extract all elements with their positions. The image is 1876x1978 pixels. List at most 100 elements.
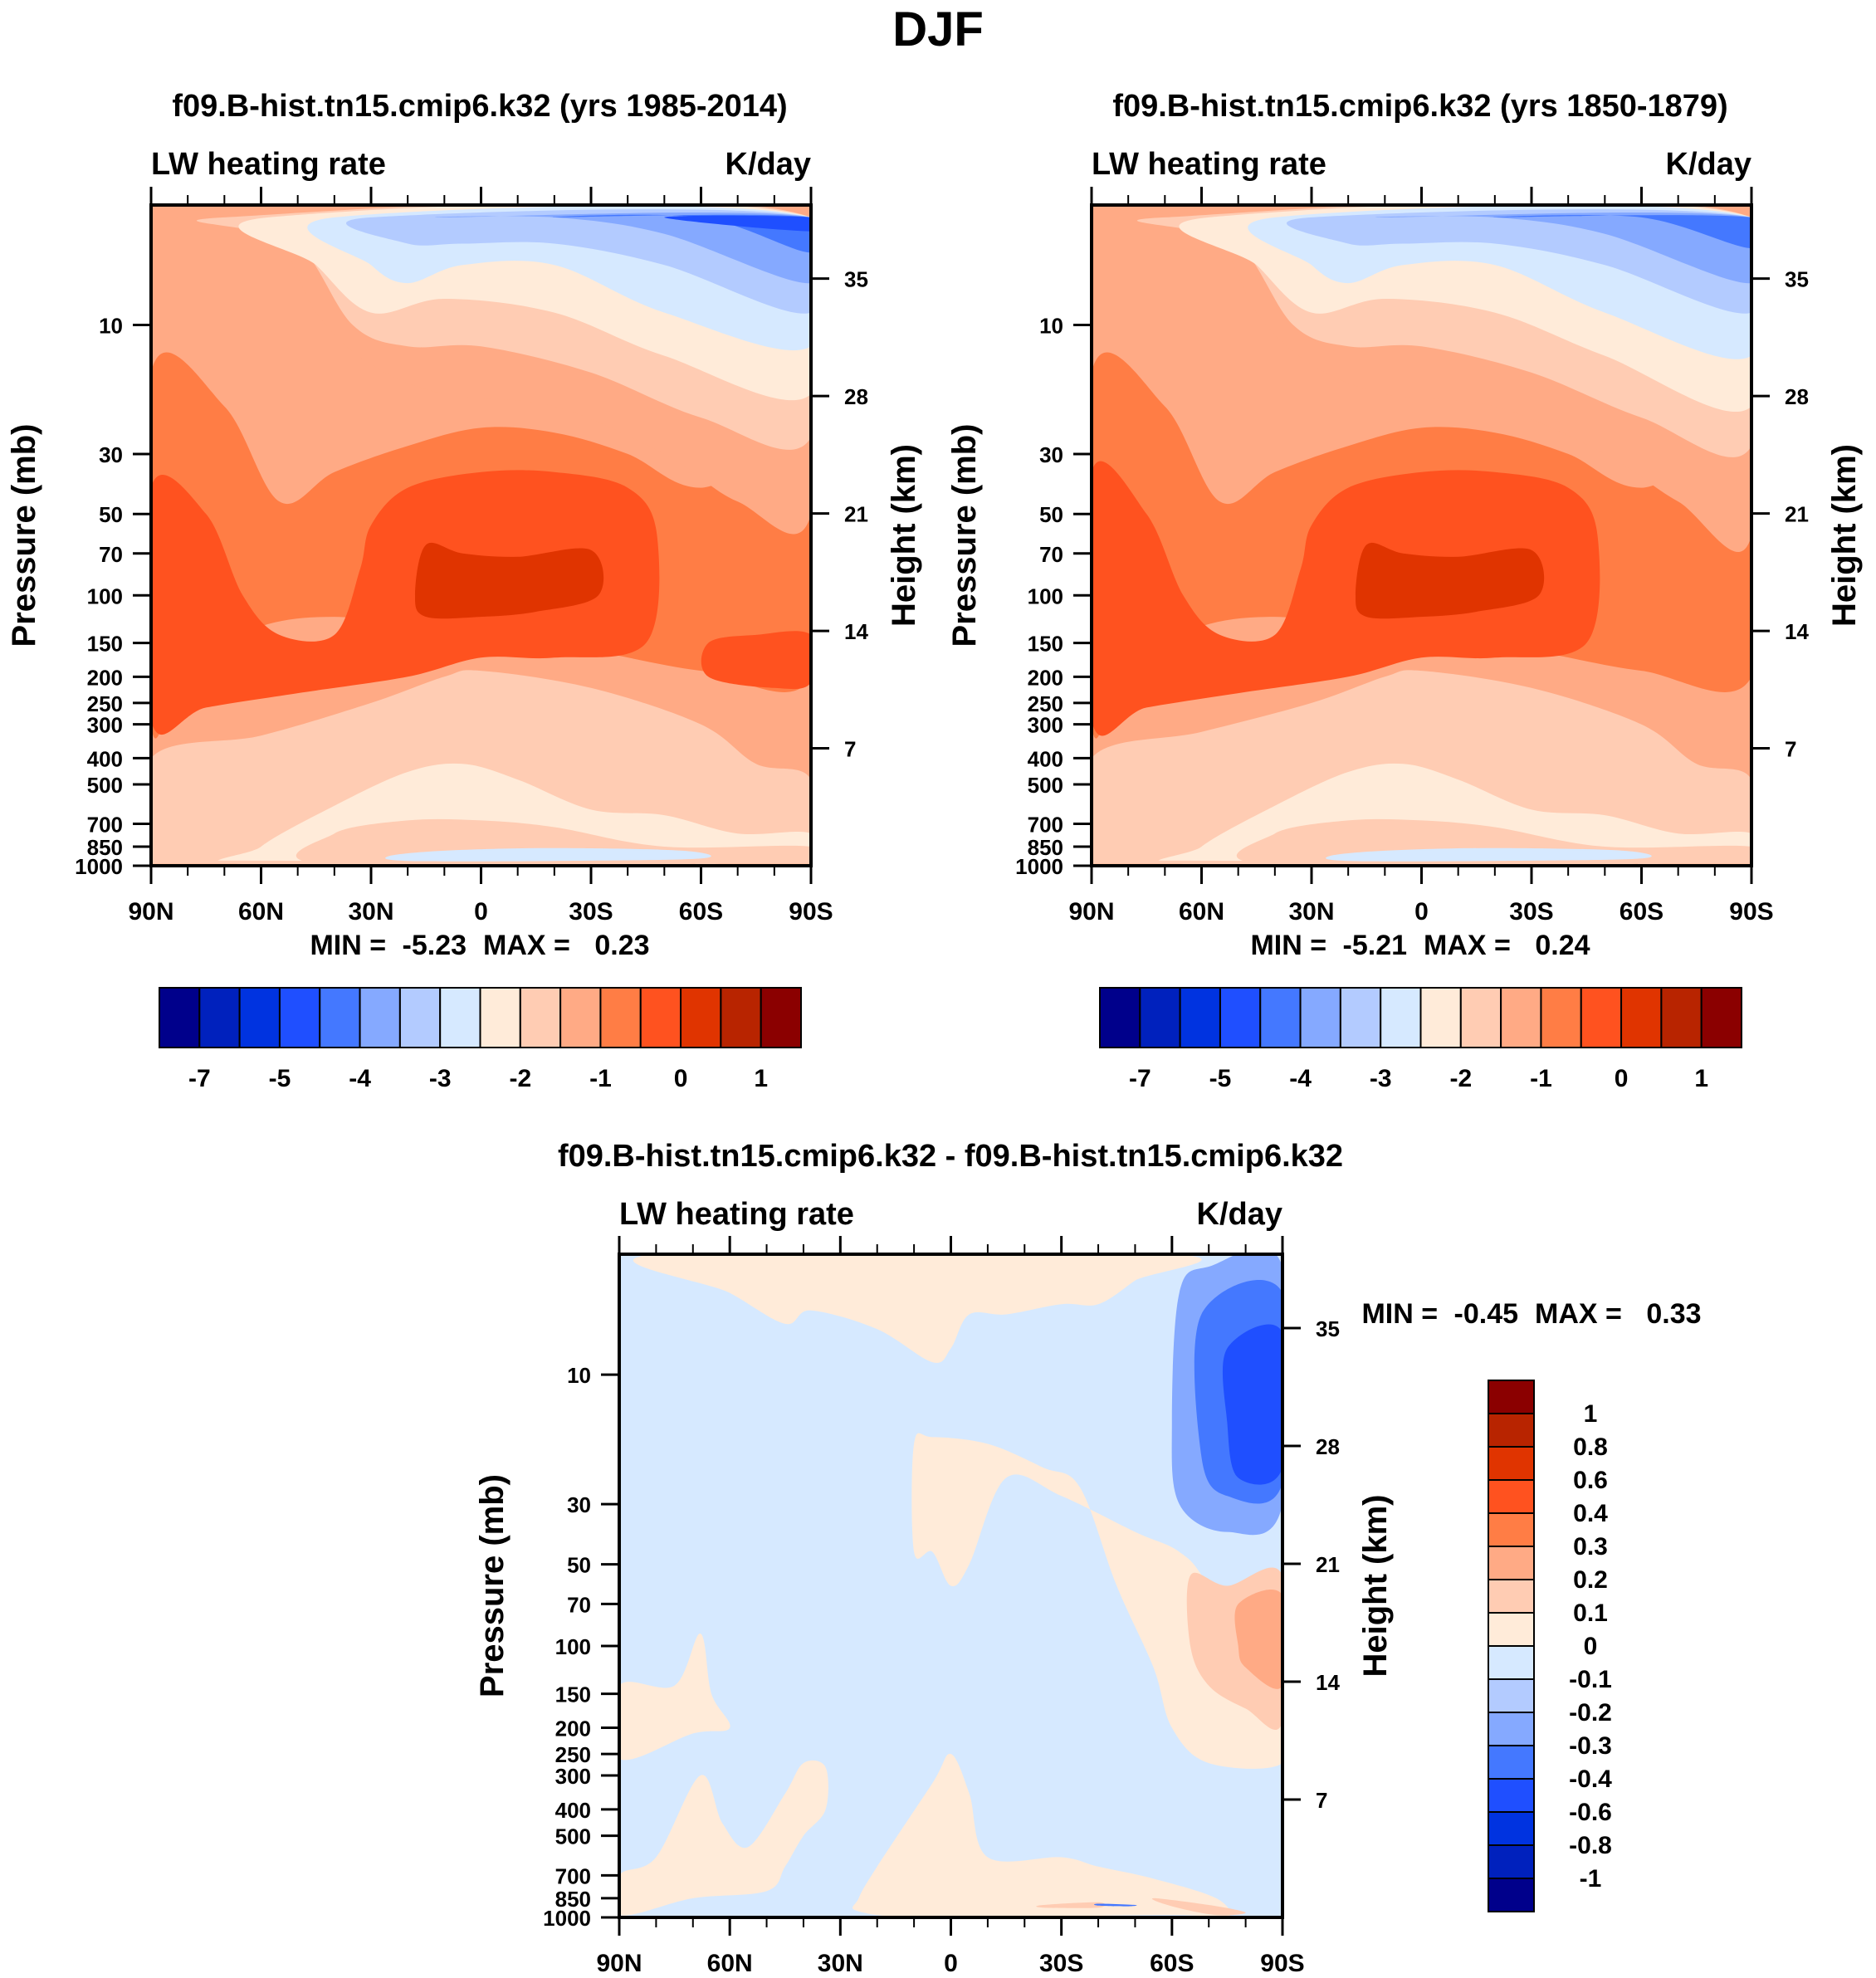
y-tick-label: 300 bbox=[1028, 713, 1063, 738]
colorbar-swatch bbox=[319, 987, 361, 1048]
colorbar-label: -4 bbox=[349, 1065, 371, 1092]
contour-band bbox=[1094, 1903, 1137, 1907]
x-tick-label: 60S bbox=[1620, 898, 1663, 926]
colorbar-swatch bbox=[1488, 1512, 1535, 1547]
colorbar-swatch bbox=[1488, 1678, 1535, 1713]
contour-field bbox=[1092, 205, 1751, 866]
x-tick-label: 60N bbox=[707, 1950, 753, 1977]
colorbar-label: -7 bbox=[1129, 1065, 1151, 1092]
y-tick-label: 30 bbox=[567, 1492, 591, 1517]
contour-band bbox=[1326, 847, 1652, 862]
colorbar-swatch bbox=[680, 987, 722, 1048]
colorbar-swatch bbox=[1488, 1778, 1535, 1813]
y-tick-label: 70 bbox=[1039, 542, 1063, 567]
y-tick-label: 50 bbox=[99, 502, 123, 527]
y-tick-label: 10 bbox=[1039, 314, 1063, 339]
colorbar-swatch bbox=[1459, 987, 1502, 1048]
colorbar-label: -0.8 bbox=[1569, 1832, 1612, 1859]
colorbar-label: 1 bbox=[1694, 1065, 1708, 1092]
contour-band bbox=[385, 847, 711, 862]
x-tick-label: 30N bbox=[348, 898, 393, 926]
colorbar-label: -1 bbox=[1580, 1865, 1602, 1893]
y2-tick-label: 7 bbox=[1316, 1788, 1327, 1813]
colorbar-swatch bbox=[439, 987, 481, 1048]
x-tick-label: 90S bbox=[1729, 898, 1773, 926]
x-tick-label: 0 bbox=[1414, 898, 1429, 926]
y-tick-label: 850 bbox=[1028, 835, 1063, 860]
colorbar-swatch bbox=[1488, 1878, 1535, 1912]
y-tick-label: 850 bbox=[87, 835, 123, 860]
y2-tick-label: 7 bbox=[1785, 737, 1796, 762]
y-tick-label: 250 bbox=[87, 691, 123, 716]
panel-diff: f09.B-hist.tn15.cmip6.k32 - f09.B-hist.t… bbox=[474, 1139, 1702, 1977]
colorbar-label: -5 bbox=[1209, 1065, 1232, 1092]
x-tick-label: 90N bbox=[1068, 898, 1114, 926]
y-tick-label: 30 bbox=[99, 442, 123, 467]
colorbar-swatch bbox=[1179, 987, 1221, 1048]
colorbar-swatch bbox=[1380, 987, 1422, 1048]
panel-left: f09.B-hist.tn15.cmip6.k32 (yrs 1985-2014… bbox=[6, 89, 922, 1092]
colorbar-swatch bbox=[1488, 1844, 1535, 1879]
y-tick-label: 1000 bbox=[543, 1906, 591, 1931]
x-tick-label: 0 bbox=[944, 1950, 958, 1977]
colorbar-label: 0.3 bbox=[1573, 1533, 1608, 1560]
y-tick-label: 700 bbox=[87, 813, 123, 838]
colorbar-swatch bbox=[1488, 1712, 1535, 1746]
x-tick-label: 60S bbox=[1150, 1950, 1194, 1977]
contour-field bbox=[619, 1254, 1282, 1917]
y2-tick-label: 35 bbox=[1316, 1316, 1340, 1341]
y-tick-label: 150 bbox=[87, 632, 123, 657]
contour-band bbox=[1375, 212, 1751, 284]
colorbar-label: -7 bbox=[188, 1065, 211, 1092]
y-tick-label: 10 bbox=[567, 1363, 591, 1388]
colorbar-label: 0.4 bbox=[1573, 1500, 1608, 1527]
y2-tick-label: 28 bbox=[1785, 384, 1809, 409]
contour-band bbox=[619, 1634, 730, 1761]
colorbar-swatch bbox=[479, 987, 521, 1048]
colorbar-label: 0 bbox=[674, 1065, 688, 1092]
colorbar-label: 0.1 bbox=[1573, 1599, 1608, 1627]
y-tick-label: 70 bbox=[567, 1592, 591, 1617]
colorbar-swatch bbox=[1540, 987, 1582, 1048]
y2-tick-label: 28 bbox=[844, 384, 868, 409]
contour-band bbox=[664, 215, 811, 232]
x-tick-label: 90S bbox=[789, 898, 833, 926]
y-tick-label: 400 bbox=[555, 1798, 591, 1823]
contour-field bbox=[151, 205, 811, 866]
y-tick-label: 400 bbox=[87, 746, 123, 771]
colorbar-label: -5 bbox=[269, 1065, 291, 1092]
y-tick-label: 500 bbox=[555, 1824, 591, 1849]
contour-band bbox=[853, 1754, 1231, 1917]
colorbar: -7 -5 -4 -3 -2 -1 0 1 bbox=[159, 987, 802, 1092]
left-string: LW heating rate bbox=[619, 1197, 854, 1232]
y-axis-label: Pressure (mb) bbox=[474, 1474, 511, 1697]
colorbar-swatch bbox=[1500, 987, 1542, 1048]
y2-axis-label: Height (km) bbox=[1826, 444, 1863, 627]
colorbar-label: -0.2 bbox=[1569, 1699, 1612, 1726]
colorbar-swatch bbox=[1660, 987, 1703, 1048]
y2-tick-label: 14 bbox=[844, 619, 868, 644]
y2-tick-label: 7 bbox=[844, 737, 856, 762]
colorbar-swatch bbox=[1259, 987, 1302, 1048]
colorbar-swatch bbox=[1488, 1413, 1535, 1448]
x-tick-label: 30S bbox=[569, 898, 613, 926]
y-tick-label: 500 bbox=[87, 773, 123, 798]
colorbar-label: 0.6 bbox=[1573, 1467, 1608, 1494]
y-tick-label: 50 bbox=[567, 1553, 591, 1578]
y-tick-label: 300 bbox=[555, 1764, 591, 1789]
y-axis-label: Pressure (mb) bbox=[6, 424, 42, 647]
y-tick-label: 150 bbox=[1028, 632, 1063, 657]
colorbar-swatch bbox=[398, 987, 442, 1048]
left-string: LW heating rate bbox=[151, 147, 386, 182]
right-string: K/day bbox=[1197, 1197, 1282, 1232]
y-tick-label: 200 bbox=[555, 1716, 591, 1741]
colorbar-label: -3 bbox=[1370, 1065, 1392, 1092]
y-tick-label: 70 bbox=[99, 542, 123, 567]
contour-band bbox=[1036, 1902, 1106, 1908]
colorbar-label: 0 bbox=[1615, 1065, 1629, 1092]
x-tick-label: 90N bbox=[128, 898, 173, 926]
right-string: K/day bbox=[725, 147, 811, 182]
colorbar-swatch bbox=[1488, 1479, 1535, 1514]
colorbar-swatch bbox=[1580, 987, 1623, 1048]
